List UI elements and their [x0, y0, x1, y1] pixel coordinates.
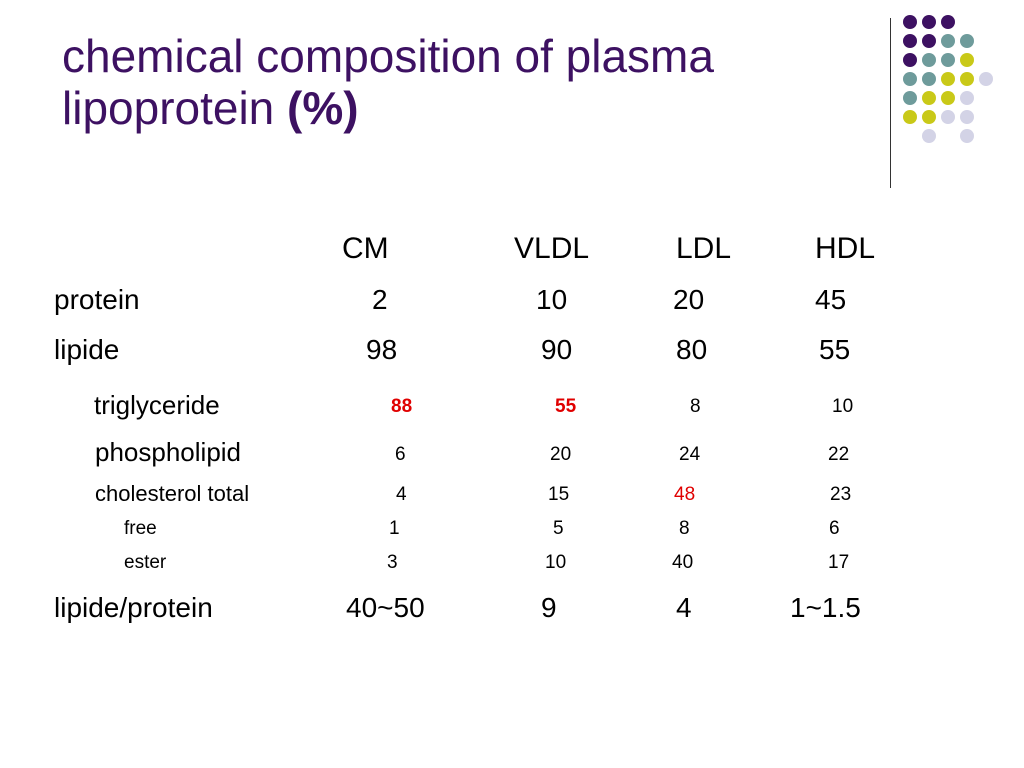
cell-lipide-cm: 98 — [366, 334, 398, 365]
cell-cholesterol-total-vldl: 15 — [548, 484, 570, 505]
cell-lipide-protein-vldl: 9 — [541, 592, 557, 623]
title-main: chemical composition of plasma lipoprote… — [62, 30, 714, 134]
cell-lipide-vldl: 90 — [541, 334, 573, 365]
row-label-lipide-protein: lipide/protein — [54, 592, 213, 623]
cell-protein-hdl: 45 — [815, 284, 847, 315]
column-header-hdl: HDL — [815, 232, 876, 265]
yellow-dot — [960, 53, 974, 67]
cell-lipide-hdl: 55 — [819, 334, 851, 365]
cell-protein-vldl: 10 — [536, 284, 568, 315]
row-label-protein: protein — [54, 284, 140, 315]
cell-ester-ldl: 40 — [672, 552, 694, 573]
purple-dot — [922, 34, 936, 48]
cell-lipide-ldl: 80 — [676, 334, 708, 365]
teal-dot — [960, 34, 974, 48]
lavender-dot — [941, 110, 955, 124]
purple-dot — [903, 53, 917, 67]
teal-dot — [903, 72, 917, 86]
yellow-dot — [960, 72, 974, 86]
cell-cholesterol-total-ldl: 48 — [674, 484, 696, 505]
column-header-vldl: VLDL — [514, 232, 590, 265]
cell-lipide-protein-hdl: 1~1.5 — [790, 592, 861, 623]
cell-triglyceride-ldl: 8 — [690, 396, 701, 417]
cell-protein-cm: 2 — [372, 284, 388, 315]
purple-dot — [903, 15, 917, 29]
cell-triglyceride-vldl: 55 — [555, 396, 577, 417]
slide-title: chemical composition of plasma lipoprote… — [62, 30, 882, 134]
row-label-ester: ester — [124, 552, 167, 573]
cell-triglyceride-hdl: 10 — [832, 396, 854, 417]
cell-phospholipid-vldl: 20 — [550, 444, 572, 465]
cell-phospholipid-cm: 6 — [395, 444, 406, 465]
cell-free-vldl: 5 — [553, 518, 564, 539]
teal-dot — [941, 34, 955, 48]
teal-dot — [903, 91, 917, 105]
title-divider-line — [890, 18, 891, 188]
purple-dot — [903, 34, 917, 48]
cell-phospholipid-hdl: 22 — [828, 444, 850, 465]
yellow-dot — [941, 91, 955, 105]
teal-dot — [941, 53, 955, 67]
purple-dot — [941, 15, 955, 29]
cell-lipide-protein-cm: 40~50 — [346, 592, 425, 623]
row-label-phospholipid: phospholipid — [95, 437, 242, 467]
yellow-dot — [922, 110, 936, 124]
cell-ester-hdl: 17 — [828, 552, 850, 573]
column-header-cm: CM — [342, 232, 389, 265]
yellow-dot — [903, 110, 917, 124]
purple-dot — [922, 15, 936, 29]
yellow-dot — [922, 91, 936, 105]
row-label-lipide: lipide — [54, 334, 120, 365]
row-label-cholesterol-total: cholesterol total — [95, 481, 250, 506]
teal-dot — [922, 53, 936, 67]
lavender-dot — [960, 110, 974, 124]
cell-ester-vldl: 10 — [545, 552, 567, 573]
cell-ester-cm: 3 — [387, 552, 398, 573]
row-label-triglyceride: triglyceride — [94, 390, 220, 420]
cell-cholesterol-total-cm: 4 — [396, 484, 407, 505]
lavender-dot — [922, 129, 936, 143]
teal-dot — [922, 72, 936, 86]
cell-lipide-protein-ldl: 4 — [676, 592, 692, 623]
column-header-ldl: LDL — [676, 232, 732, 265]
cell-phospholipid-ldl: 24 — [679, 444, 701, 465]
cell-free-cm: 1 — [389, 518, 400, 539]
cell-protein-ldl: 20 — [673, 284, 705, 315]
cell-free-ldl: 8 — [679, 518, 690, 539]
lavender-dot — [979, 72, 993, 86]
yellow-dot — [941, 72, 955, 86]
cell-free-hdl: 6 — [829, 518, 840, 539]
cell-triglyceride-cm: 88 — [391, 396, 413, 417]
lavender-dot — [960, 91, 974, 105]
lavender-dot — [960, 129, 974, 143]
row-label-free: free — [124, 518, 157, 539]
cell-cholesterol-total-hdl: 23 — [830, 484, 852, 505]
title-percent-suffix: (%) — [287, 82, 359, 134]
